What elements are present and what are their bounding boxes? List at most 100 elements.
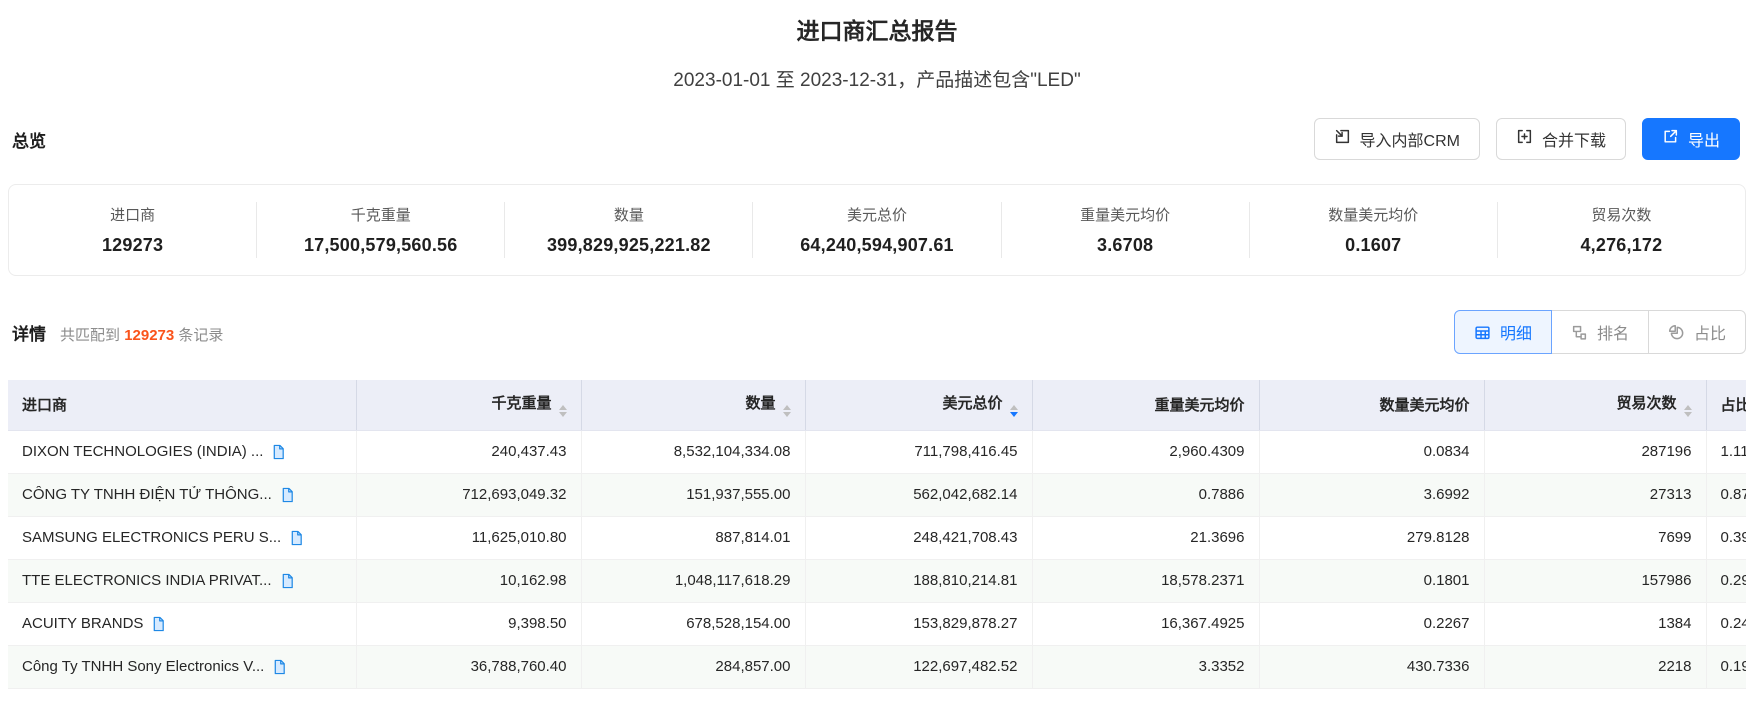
cell-kg_avg: 16,367.4925 [1032, 602, 1260, 646]
cell-qty_avg: 279.8128 [1259, 516, 1485, 560]
ranking-icon [1571, 324, 1588, 341]
company-profile-icon[interactable] [151, 616, 166, 632]
stat-label: 重量美元均价 [1080, 207, 1171, 224]
column-label: 重量美元均价 [1154, 397, 1245, 415]
cell-kg_avg: 21.3696 [1032, 516, 1260, 560]
importer-table-container: 进口商 千克重量 数量 美元总价 重量美元均价 数量美元均价 贸易次数 占比 DIXON TE… [8, 380, 1746, 689]
cell-importer: TTE ELECTRONICS INDIA PRIVAT... [8, 559, 357, 603]
sort-carets[interactable] [782, 405, 791, 418]
column-header-qty[interactable]: 数量 [581, 380, 806, 431]
pie-icon [1668, 324, 1685, 341]
cell-qty: 1,048,117,618.29 [581, 559, 806, 603]
importer-name[interactable]: SAMSUNG ELECTRONICS PERU S... [22, 529, 282, 546]
cell-qty_avg: 430.7336 [1259, 645, 1485, 689]
stat-label: 数量美元均价 [1328, 207, 1419, 224]
cell-share: 0.39 [1706, 516, 1746, 560]
column-header-trades[interactable]: 贸易次数 [1484, 380, 1707, 431]
stat-label: 美元总价 [846, 207, 907, 224]
cell-usd: 711,798,416.45 [805, 430, 1033, 474]
merge-download-label: 合并下载 [1541, 133, 1606, 150]
merge-download-button[interactable]: 合并下载 [1495, 118, 1626, 160]
sort-asc-caret [782, 405, 791, 411]
cell-trades: 287196 [1484, 430, 1707, 474]
details-section-title: 详情 [12, 325, 46, 344]
sort-desc-caret [558, 412, 567, 418]
column-label: 数量美元均价 [1379, 397, 1470, 415]
cell-importer: DIXON TECHNOLOGIES (INDIA) ... [8, 430, 357, 474]
cell-kg_avg: 18,578.2371 [1032, 559, 1260, 603]
column-label: 贸易次数 [1616, 395, 1677, 413]
company-profile-icon[interactable] [280, 573, 295, 589]
cell-kg: 240,437.43 [356, 430, 582, 474]
cell-importer: Công Ty TNHH Sony Electronics V... [8, 645, 357, 689]
importer-name[interactable]: Công Ty TNHH Sony Electronics V... [22, 658, 265, 675]
cell-trades: 2218 [1484, 645, 1707, 689]
importer-name[interactable]: CÔNG TY TNHH ĐIỆN TỬ THÔNG... [22, 486, 272, 503]
company-profile-icon[interactable] [271, 444, 286, 460]
company-profile-icon[interactable] [280, 487, 295, 503]
sort-carets[interactable] [1009, 405, 1018, 418]
import-crm-label: 导入内部CRM [1359, 133, 1460, 150]
match-summary: 共匹配到 129273 条记录 [60, 324, 223, 345]
column-label: 美元总价 [942, 395, 1003, 413]
sort-asc-caret [1009, 405, 1018, 411]
import-crm-button[interactable]: 导入内部CRM [1313, 118, 1480, 160]
stat-label: 千克重量 [350, 207, 411, 224]
table-row: Công Ty TNHH Sony Electronics V... 36,788… [8, 645, 1746, 689]
cell-kg: 11,625,010.80 [356, 516, 582, 560]
stat-value: 0.1607 [1345, 235, 1402, 255]
cell-share: 0.87 [1706, 473, 1746, 517]
stat-value: 64,240,594,907.61 [800, 235, 954, 255]
column-header-qty_avg: 数量美元均价 [1259, 380, 1485, 431]
stat-label: 数量 [613, 207, 644, 224]
column-label: 占比 [1720, 397, 1747, 415]
company-profile-icon[interactable] [289, 530, 304, 546]
column-header-share: 占比 [1706, 380, 1747, 431]
cell-trades: 157986 [1484, 559, 1707, 603]
sort-carets[interactable] [558, 405, 567, 418]
cell-kg_avg: 3.3352 [1032, 645, 1260, 689]
stat-美元总价: 美元总价 64,240,594,907.61 [753, 202, 1002, 258]
cell-importer: SAMSUNG ELECTRONICS PERU S... [8, 516, 357, 560]
cell-trades: 7699 [1484, 516, 1707, 560]
column-header-usd[interactable]: 美元总价 [805, 380, 1033, 431]
tab-label: 排名 [1596, 326, 1629, 343]
cell-importer: ACUITY BRANDS [8, 602, 357, 646]
importer-name[interactable]: ACUITY BRANDS [22, 615, 144, 632]
tab-share[interactable]: 占比 [1647, 310, 1746, 354]
company-profile-icon[interactable] [272, 659, 287, 675]
sort-carets[interactable] [1683, 405, 1692, 418]
cell-qty: 887,814.01 [581, 516, 806, 560]
cell-qty: 284,857.00 [581, 645, 806, 689]
stat-value: 129273 [101, 235, 164, 255]
stat-数量美元均价: 数量美元均价 0.1607 [1250, 202, 1498, 258]
cell-trades: 27313 [1484, 473, 1707, 517]
export-button[interactable]: 导出 [1641, 118, 1740, 160]
cell-usd: 122,697,482.52 [805, 645, 1033, 689]
importer-name[interactable]: DIXON TECHNOLOGIES (INDIA) ... [22, 443, 264, 460]
tab-ranking[interactable]: 排名 [1550, 310, 1649, 354]
table-icon [1474, 324, 1491, 341]
column-header-kg[interactable]: 千克重量 [356, 380, 582, 431]
cell-share: 0.29 [1706, 559, 1746, 603]
overview-stats-card: 进口商 129273 千克重量 17,500,579,560.56 数量 399,829,… [8, 184, 1746, 276]
cell-trades: 1384 [1484, 602, 1707, 646]
export-icon [1662, 128, 1679, 150]
cell-qty_avg: 3.6992 [1259, 473, 1485, 517]
details-title-block: 详情 共匹配到 129273 条记录 [12, 320, 223, 354]
view-mode-tabs: 明细 排名 占比 [1453, 310, 1746, 354]
table-row: SAMSUNG ELECTRONICS PERU S... 11,625,010.… [8, 516, 1746, 560]
tab-detail[interactable]: 明细 [1453, 310, 1552, 354]
cell-qty: 8,532,104,334.08 [581, 430, 806, 474]
stat-value: 17,500,579,560.56 [303, 235, 458, 255]
table-body: DIXON TECHNOLOGIES (INDIA) ... 240,437.43… [8, 430, 1746, 689]
importer-name[interactable]: TTE ELECTRONICS INDIA PRIVAT... [22, 572, 272, 589]
cell-share: 0.24 [1706, 602, 1746, 646]
details-section-header: 详情 共匹配到 129273 条记录 明细 排名 占比 [12, 310, 1746, 354]
tab-label: 明细 [1499, 326, 1532, 343]
overview-section-header: 总览 导入内部CRM 合并下载 导出 [12, 118, 1740, 160]
stat-label: 进口商 [110, 207, 156, 224]
tab-label: 占比 [1693, 326, 1726, 343]
stat-value: 399,829,925,221.82 [546, 235, 711, 255]
